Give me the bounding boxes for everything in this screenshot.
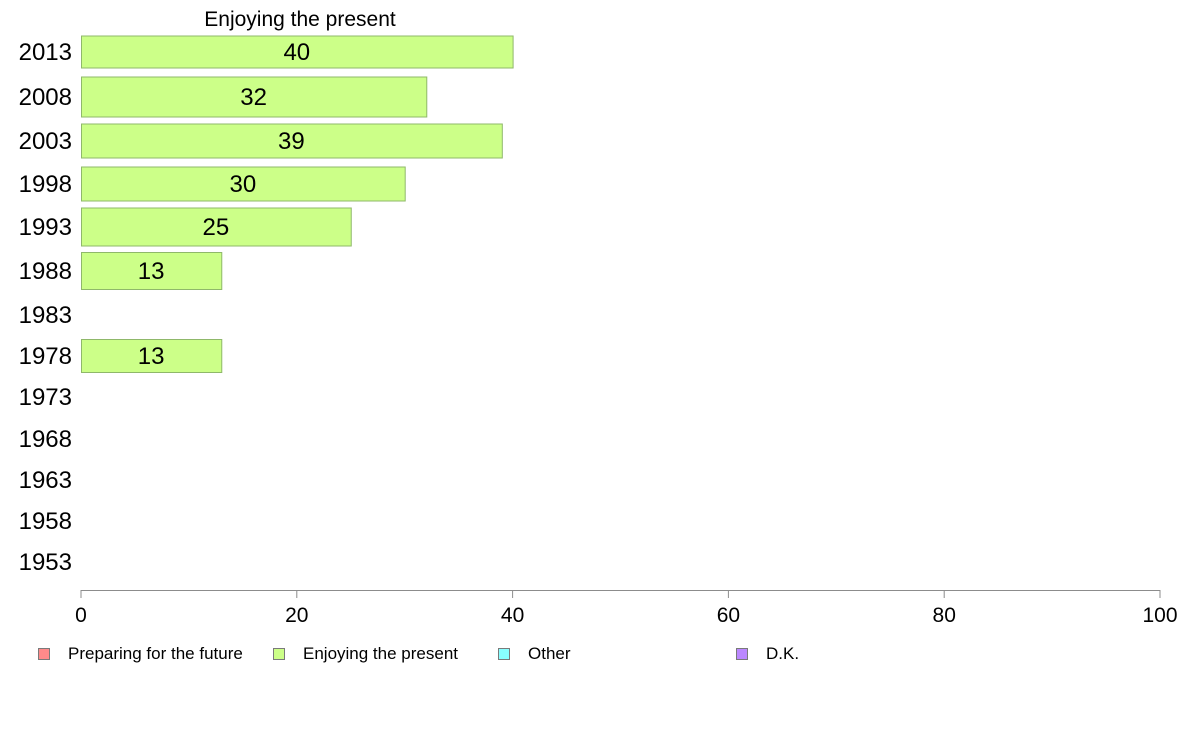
y-tick-label: 1953 — [19, 549, 72, 576]
y-tick-label: 2008 — [19, 84, 72, 111]
bar-group: 40 32 39 30 25 13 13 — [81, 35, 514, 373]
bar — [81, 207, 352, 247]
bar-value-label: 25 — [203, 214, 230, 241]
bar-value-label: 30 — [229, 171, 256, 198]
x-tick-label: 60 — [717, 604, 740, 627]
bar — [81, 339, 223, 373]
y-tick-label: 1963 — [19, 467, 72, 494]
bar-value-label: 39 — [278, 128, 305, 155]
x-tick-label: 100 — [1142, 604, 1177, 627]
y-tick-label: 2013 — [19, 39, 72, 66]
x-tick-label: 80 — [933, 604, 956, 627]
legend-item: Preparing for the future — [38, 643, 243, 665]
y-tick-label: 1978 — [19, 343, 72, 370]
y-tick-label: 1968 — [19, 426, 72, 453]
y-tick-label: 1973 — [19, 384, 72, 411]
x-tick-label: 40 — [501, 604, 524, 627]
legend-swatch — [498, 648, 510, 660]
legend-item: Other — [498, 643, 571, 665]
legend-item: Enjoying the present — [273, 643, 458, 665]
legend-item: D.K. — [736, 643, 799, 665]
legend-label: D.K. — [766, 644, 800, 663]
y-tick-label: 1958 — [19, 508, 72, 535]
x-axis: 0 20 40 60 80 100 — [75, 590, 1178, 627]
bar — [81, 76, 428, 118]
y-tick-label: 2003 — [19, 128, 72, 155]
bar — [81, 123, 503, 159]
bar-value-label: 40 — [283, 39, 310, 66]
legend: Preparing for the future Enjoying the pre… — [38, 643, 1178, 665]
bar-value-label: 13 — [138, 258, 165, 285]
bar — [81, 252, 223, 290]
legend-label: Preparing for the future — [68, 644, 243, 663]
bar — [81, 35, 514, 69]
y-tick-label: 1998 — [19, 171, 72, 198]
bar-value-label: 13 — [138, 343, 165, 370]
legend-swatch — [273, 648, 285, 660]
y-axis-labels: 2013 2008 2003 1998 1993 1988 1983 1978 1973 1968… — [19, 39, 72, 576]
x-tick-label: 20 — [285, 604, 308, 627]
y-tick-label: 1983 — [19, 302, 72, 329]
legend-label: Other — [528, 644, 571, 663]
legend-swatch — [736, 648, 748, 660]
chart-title: Enjoying the present — [204, 8, 396, 31]
bar — [81, 166, 406, 202]
legend-label: Enjoying the present — [303, 644, 458, 663]
y-tick-label: 1993 — [19, 214, 72, 241]
x-tick-label: 0 — [75, 604, 87, 627]
legend-swatch — [38, 648, 50, 660]
y-tick-label: 1988 — [19, 258, 72, 285]
bar-value-label: 32 — [240, 84, 267, 111]
